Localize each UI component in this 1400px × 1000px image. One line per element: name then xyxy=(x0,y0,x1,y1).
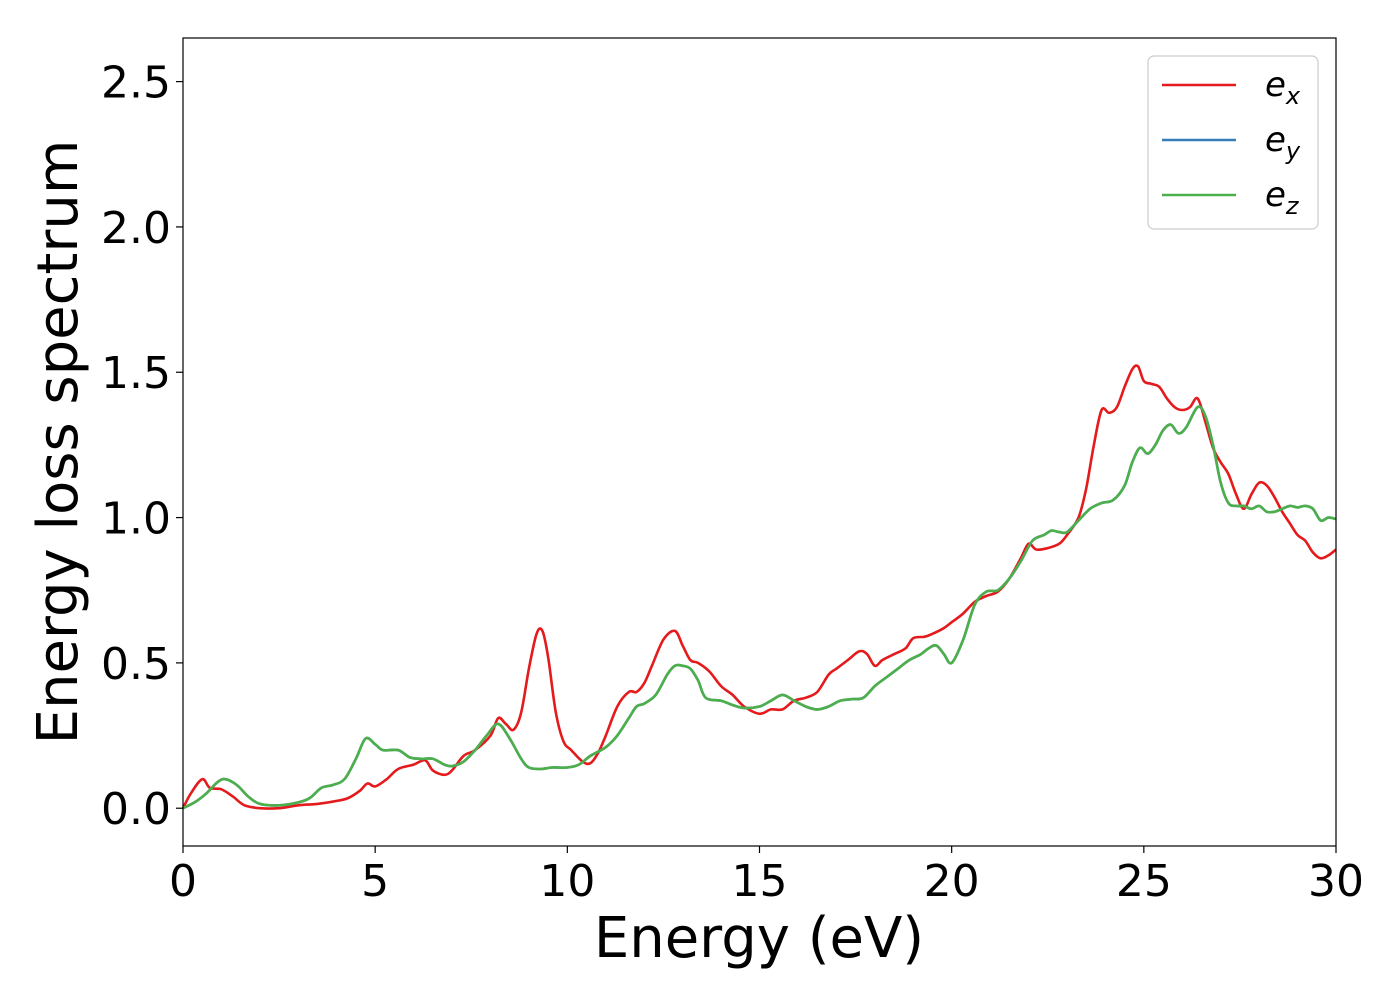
legend-label-subscript: y xyxy=(1285,137,1301,165)
legend-label-main: e xyxy=(1265,120,1286,160)
y-tick-label: 1.0 xyxy=(101,494,171,545)
x-axis-label: Energy (eV) xyxy=(594,906,924,971)
x-tick-label: 15 xyxy=(732,856,788,907)
x-tick-label: 30 xyxy=(1308,856,1364,907)
y-tick-label: 1.5 xyxy=(101,348,171,399)
series-line-e-x xyxy=(181,364,1337,810)
y-tick-label: 0.0 xyxy=(101,784,171,835)
y-axis-ticks: 0.0 0.5 1.0 1.5 2.0 2.5 xyxy=(101,58,183,835)
legend-label-subscript: x xyxy=(1285,82,1301,110)
series-line-e-z xyxy=(182,405,1337,810)
legend-label-e-x: ex xyxy=(1265,65,1301,110)
y-tick-label: 2.0 xyxy=(101,203,171,254)
x-tick-label: 25 xyxy=(1116,856,1172,907)
x-tick-label: 5 xyxy=(361,856,389,907)
y-axis-label: Energy loss spectrum xyxy=(26,140,91,745)
legend-label-e-y: ey xyxy=(1265,120,1301,165)
y-tick-label: 0.5 xyxy=(101,639,171,690)
series-layer xyxy=(181,364,1337,810)
legend-label-main: e xyxy=(1265,65,1286,105)
x-tick-label: 0 xyxy=(169,856,197,907)
legend-box xyxy=(1147,55,1319,230)
x-axis-ticks: 0 5 10 15 20 25 30 xyxy=(169,846,1364,907)
legend-label-subscript: z xyxy=(1285,192,1300,220)
x-tick-label: 10 xyxy=(539,856,595,907)
y-tick-label: 2.5 xyxy=(101,58,171,109)
x-tick-label: 20 xyxy=(924,856,980,907)
legend-label-main: e xyxy=(1265,175,1286,215)
legend-label-e-z: ez xyxy=(1265,175,1300,220)
